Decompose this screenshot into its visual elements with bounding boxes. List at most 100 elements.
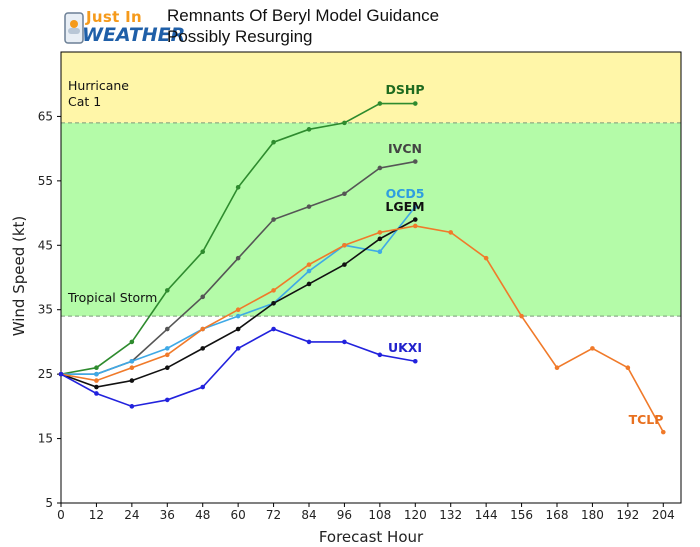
logo-text-bottom: WEATHER	[82, 24, 186, 46]
x-tick-label: 24	[124, 508, 139, 522]
series-label-lgem: LGEM	[385, 199, 424, 214]
data-point-ukxi	[129, 404, 135, 409]
data-point-dshp	[306, 127, 312, 132]
data-point-ukxi	[94, 391, 99, 396]
band-sublabel-hurricane: Cat 1	[68, 94, 101, 109]
data-point-ocd5	[377, 249, 383, 255]
data-point-lgem	[271, 300, 276, 306]
data-point-ivcn	[200, 294, 206, 300]
series-ukxi	[58, 326, 418, 409]
data-point-tclp	[164, 352, 170, 358]
data-point-ukxi	[342, 339, 347, 345]
data-point-dshp	[235, 185, 241, 190]
data-point-lgem	[200, 346, 206, 351]
just-in-weather-logo: Just In WEATHER	[62, 8, 185, 46]
series-line-tclp	[60, 225, 664, 433]
x-tick-label: 132	[439, 508, 462, 522]
data-point-tclp	[200, 326, 206, 332]
data-point-ukxi	[271, 326, 276, 332]
data-point-tclp	[483, 255, 489, 261]
chart-title-line-1: Remnants Of Beryl Model Guidance	[167, 6, 440, 25]
band-hurricane	[61, 52, 681, 123]
chart-title-line-2: Possibly Resurging	[167, 27, 313, 46]
logo-text-top: Just In	[86, 8, 142, 26]
threshold-lines	[61, 122, 681, 317]
data-point-ivcn	[271, 217, 276, 222]
y-tick-label: 45	[38, 238, 53, 252]
series-layer	[58, 101, 666, 435]
data-point-ocd5	[94, 371, 99, 377]
series-label-tclp: TCLP	[629, 412, 664, 427]
x-axis: 0 12 24 36 48 60 72 84 96 108 120 132 144 156 168 180 19…	[57, 503, 675, 522]
x-tick-label: 48	[195, 508, 210, 522]
data-point-tclp	[412, 223, 418, 229]
data-point-dshp	[129, 339, 135, 345]
data-point-lgem	[306, 281, 312, 287]
series-label-dshp: DSHP	[385, 82, 424, 97]
data-point-lgem	[235, 326, 241, 332]
data-point-ukxi	[306, 339, 312, 345]
data-point-tclp	[590, 346, 595, 351]
x-tick-label: 204	[652, 508, 675, 522]
y-axis-label: Wind Speed (kt)	[10, 216, 28, 337]
plot-frame	[60, 51, 682, 504]
data-point-ocd5	[129, 358, 135, 364]
data-point-tclp	[342, 242, 347, 248]
data-point-tclp	[94, 378, 99, 383]
data-point-dshp	[377, 101, 383, 106]
series-tclp	[58, 223, 666, 435]
x-tick-label: 120	[404, 508, 427, 522]
data-point-tclp	[519, 313, 524, 319]
data-point-tclp	[235, 307, 241, 313]
x-tick-label: 180	[581, 508, 604, 522]
data-point-ivcn	[306, 204, 312, 209]
intensity-bands	[61, 52, 681, 317]
x-axis-label: Forecast Hour	[319, 528, 424, 546]
data-point-ukxi	[200, 384, 206, 390]
data-point-ivcn	[342, 191, 347, 197]
data-point-lgem	[342, 262, 347, 267]
series-label-ukxi: UKXI	[388, 340, 422, 355]
y-tick-label: 35	[38, 303, 53, 317]
header: Just In WEATHER Remnants Of Beryl Model …	[0, 0, 700, 52]
x-tick-label: 36	[160, 508, 175, 522]
x-tick-label: 192	[616, 508, 639, 522]
x-tick-label: 0	[57, 508, 65, 522]
data-point-tclp	[271, 288, 276, 293]
x-tick-label: 72	[266, 508, 281, 522]
data-point-ivcn	[235, 255, 241, 261]
band-label-tropical-storm: Tropical Storm	[67, 290, 157, 305]
data-point-ivcn	[412, 159, 418, 164]
x-tick-label: 156	[510, 508, 533, 522]
data-point-ocd5	[164, 346, 170, 351]
y-tick-label: 15	[38, 432, 53, 446]
data-point-ivcn	[164, 326, 170, 332]
data-point-lgem	[412, 217, 418, 222]
y-tick-label: 25	[38, 367, 53, 381]
data-point-tclp	[554, 365, 560, 371]
data-point-tclp	[306, 262, 312, 267]
y-tick-label: 5	[45, 496, 53, 510]
x-tick-label: 84	[301, 508, 316, 522]
data-point-ocd5	[412, 204, 418, 209]
phone-sun-icon	[64, 12, 84, 44]
data-point-ukxi	[412, 358, 418, 364]
data-point-ocd5	[235, 313, 241, 319]
data-point-lgem	[377, 236, 383, 242]
data-point-dshp	[164, 288, 170, 293]
data-point-lgem	[94, 384, 99, 390]
data-point-dshp	[200, 249, 206, 255]
data-point-dshp	[94, 365, 99, 371]
series-label-ivcn: IVCN	[388, 141, 422, 156]
data-point-ivcn	[377, 165, 383, 171]
x-tick-label: 168	[546, 508, 569, 522]
data-point-ukxi	[58, 371, 64, 377]
data-point-lgem	[164, 365, 170, 371]
band-tropical-storm	[61, 122, 681, 317]
data-point-tclp	[625, 365, 631, 371]
data-point-ukxi	[164, 397, 170, 403]
data-point-lgem	[129, 378, 135, 383]
x-tick-label: 96	[337, 508, 352, 522]
